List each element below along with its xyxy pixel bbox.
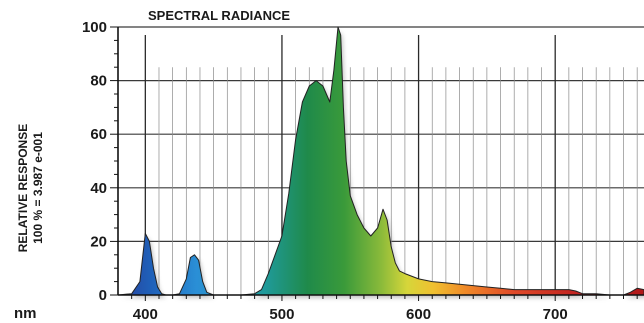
y-tick-label: 100 [82,19,107,36]
y-tick-label: 40 [90,180,107,197]
chart-title: SPECTRAL RADIANCE [148,8,290,23]
plot-area [117,26,644,298]
y-axis-sublabel: 100 % = 3.987 e-001 [31,132,45,244]
x-tick-label: 400 [133,306,158,323]
y-tick-label: 0 [99,287,107,304]
y-tick-labels: 0 20 40 60 80 100 [82,19,107,304]
axes [110,26,644,301]
y-tick-label: 60 [90,126,107,143]
x-tick-label: 600 [406,306,431,323]
x-tick-labels: 400 500 600 700 [133,306,568,323]
y-axis-label: RELATIVE RESPONSE [16,124,30,252]
x-tick-label: 500 [269,306,294,323]
y-tick-label: 20 [90,233,107,250]
x-tick-label: 700 [543,306,568,323]
y-tick-label: 80 [90,73,107,90]
spectrum-area [117,26,644,296]
x-axis-label: nm [14,305,37,322]
